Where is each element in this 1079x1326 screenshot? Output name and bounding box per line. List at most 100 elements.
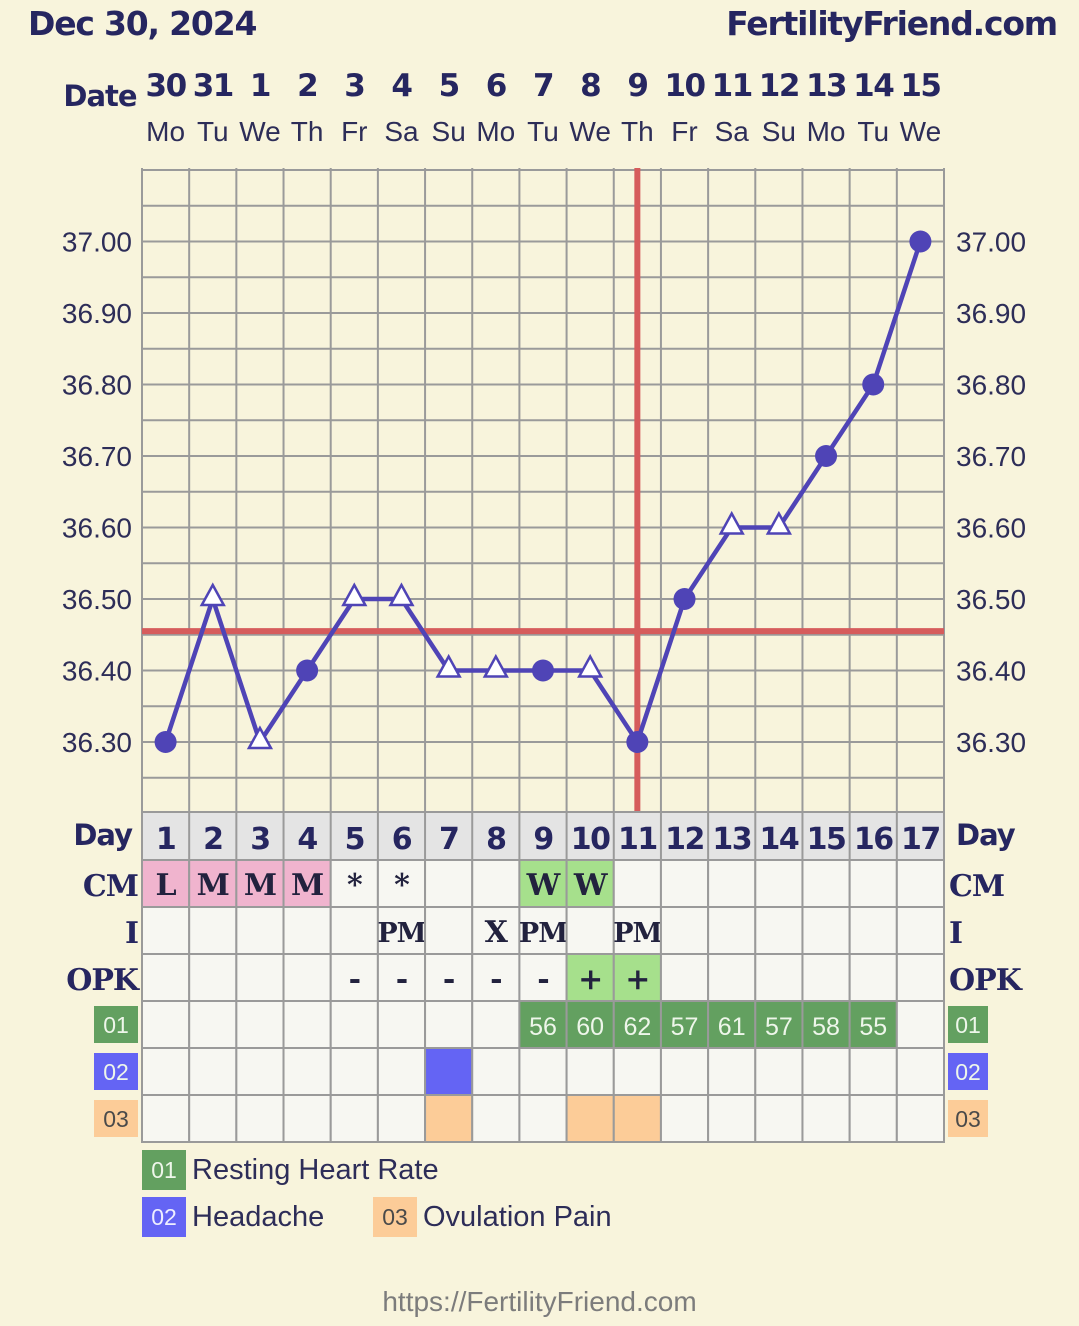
date-number: 7 [533,68,553,104]
observation-cell [565,1094,615,1143]
observation-value: PM [613,918,661,949]
temperature-point-open [246,725,274,750]
cycle-day-number: 10 [571,822,610,857]
row-badge-left-label: 02 [103,1059,129,1085]
day-label-right: Day [956,818,1016,852]
observation-cell [188,906,238,955]
date-number: 6 [486,68,506,104]
heart-rate-value: 62 [623,1013,651,1041]
observation-cell [282,859,332,908]
weekday-label: Sa [715,116,750,147]
y-tick-label-left: 36.60 [62,513,132,544]
plot-area [142,168,944,812]
cycle-day-number: 8 [486,822,506,857]
observation-cell [518,859,568,908]
observation-cell [612,1000,662,1049]
observation-value: W [573,868,609,903]
row-badge-left-label: 03 [103,1106,129,1132]
y-tick-label-left: 36.40 [62,656,132,687]
temperature-point [815,445,838,467]
weekday-label: We [239,116,281,147]
observation-value: W [526,868,562,903]
observation-cell [424,1047,474,1096]
observation-cell [707,859,757,908]
chart-date-title: Dec 30, 2024 [28,4,257,43]
observation-cell [471,1047,521,1096]
observation-cell [612,1047,662,1096]
observation-cell [659,1047,710,1096]
row-badge-right-label: 01 [955,1012,981,1038]
row-label-left: CM [83,869,138,904]
row-label-right: OPK [949,963,1023,998]
observation-cell [235,1047,285,1096]
heart-rate-value: 57 [671,1013,699,1041]
site-title[interactable]: FertilityFriend.com [726,4,1058,43]
observation-cell [141,1094,191,1143]
observation-cell [659,906,710,955]
observation-value: * [347,868,363,903]
observation-cell [376,1000,427,1049]
observation-cell [188,1094,238,1143]
date-number: 13 [806,68,846,104]
weekday-label: Mo [807,116,846,147]
legend-badge-03: 03 [373,1197,417,1237]
legend-item-resting-heart-rate: 01 Resting Heart Rate [142,1150,439,1190]
weekday-label: Fr [341,116,367,147]
observation-cell [424,1000,474,1049]
weekday-label: Tu [527,116,559,147]
cycle-day-number: 12 [665,822,704,857]
row-label-left: OPK [66,963,140,998]
observation-cell [895,1047,946,1096]
observation-cell [235,1000,285,1049]
weekday-label: Sa [384,116,419,147]
y-tick-label-left: 36.50 [62,584,132,615]
date-number: 2 [297,68,317,104]
cycle-day-number: 4 [297,822,317,857]
observation-cell [754,953,804,1002]
temperature-point-open [388,582,415,607]
cycle-day-number: 17 [901,822,940,857]
footer-url[interactable]: https://FertilityFriend.com [382,1286,697,1317]
date-number: 5 [439,68,459,104]
observation-cell [565,906,615,955]
observation-cell [754,1000,804,1049]
row-badge-left [94,1006,138,1043]
row-badge-left-label: 01 [103,1012,129,1038]
y-tick-label-right: 36.60 [956,513,1026,544]
weekday-label: Su [432,116,466,147]
observation-cell [235,906,285,955]
observation-cell [754,1094,804,1143]
observation-cell [235,1094,285,1143]
weekday-label: Mo [476,116,515,147]
observation-cell [376,1047,427,1096]
observation-cell [801,1047,851,1096]
row-badge-right-label: 02 [955,1059,981,1085]
observation-cell [848,1094,898,1143]
observation-value: X [485,915,509,950]
date-number: 12 [759,68,799,104]
y-tick-label-left: 36.90 [62,298,132,329]
heart-rate-value: 61 [718,1013,746,1041]
observation-value: L [156,868,177,903]
observation-cell [376,1094,427,1143]
weekday-label: Th [621,116,654,147]
row-badge-right [948,1053,988,1090]
cycle-day-number: 7 [439,822,458,857]
observation-value: - [349,962,360,997]
observation-cell [518,1047,568,1096]
observation-cell [329,1000,379,1049]
temperature-point [673,588,696,610]
observation-cell [235,953,285,1002]
temperature-point-open [435,653,462,678]
observation-value: - [490,962,501,997]
observation-cell [754,1047,804,1096]
y-tick-label-right: 36.30 [956,727,1026,758]
observation-cell [801,859,851,908]
date-axis-label: Date [63,79,137,113]
observation-cell [141,1047,191,1096]
cycle-day-number: 3 [250,822,269,857]
cycle-day-number: 5 [345,822,364,857]
observation-cell [848,906,898,955]
cycle-day-number: 11 [618,822,657,857]
temperature-point [626,731,649,753]
